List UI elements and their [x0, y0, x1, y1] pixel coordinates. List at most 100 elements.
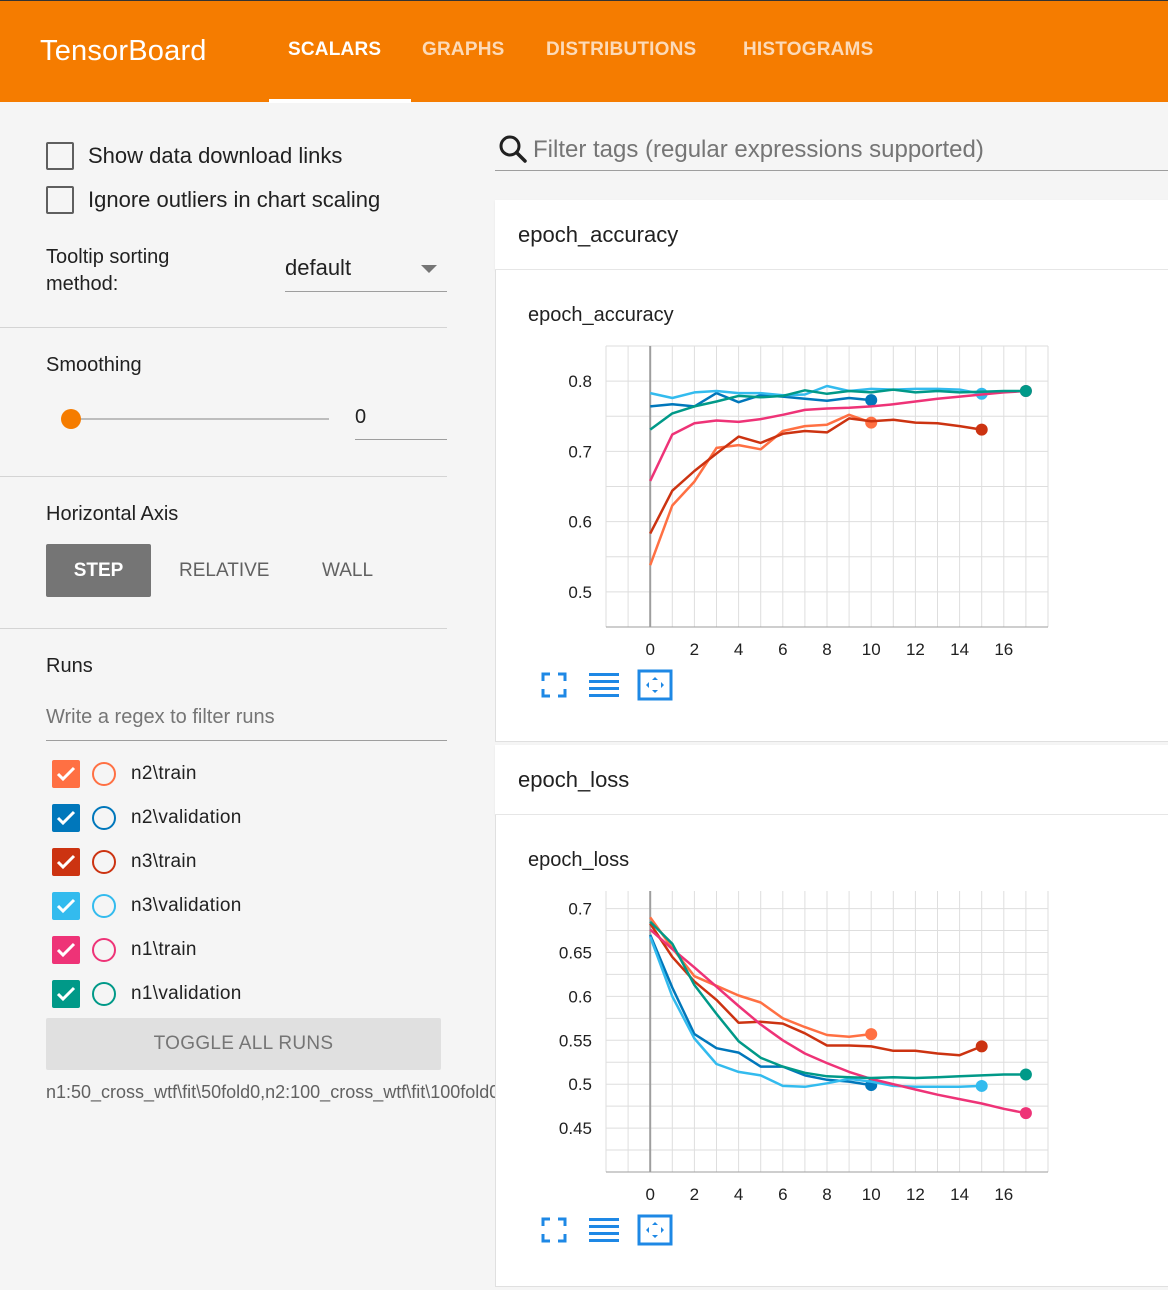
run-color-circle[interactable]: [92, 850, 116, 874]
x-tick-label: 6: [778, 1185, 787, 1204]
series-line: [649, 916, 872, 1039]
run-color-circle[interactable]: [92, 806, 116, 830]
smoothing-label: Smoothing: [46, 354, 142, 376]
run-item[interactable]: n2\validation: [52, 804, 242, 832]
ignore-outliers-checkbox[interactable]: [46, 186, 74, 214]
run-item[interactable]: n3\validation: [52, 892, 242, 920]
y-tick-label: 0.55: [559, 1031, 592, 1050]
show-download-links-option[interactable]: Show data download links: [46, 142, 342, 170]
series-end-point: [975, 1040, 988, 1053]
run-item[interactable]: n3\train: [52, 848, 197, 876]
axis-step-button[interactable]: STEP: [46, 544, 151, 597]
x-tick-label: 0: [645, 1185, 654, 1204]
runs-filter-input[interactable]: Write a regex to filter runs: [46, 698, 447, 741]
search-icon: [499, 135, 527, 163]
tag-filter-input[interactable]: Filter tags (regular expressions support…: [533, 136, 984, 163]
toggle-log-scale-icon[interactable]: [588, 1216, 620, 1244]
divider: [0, 327, 447, 328]
app-brand: TensorBoard: [40, 35, 207, 67]
y-tick-label: 0.7: [568, 900, 592, 919]
x-tick-label: 8: [822, 1185, 831, 1204]
chart-card-epoch-loss: epoch_loss 0 2 4 6 8 10 12 14 16 0.45 0.5 0.55 0.6 0.…: [495, 815, 1168, 1287]
series-end-point: [975, 1079, 988, 1092]
run-item[interactable]: n1\validation: [52, 980, 242, 1008]
x-tick-label: 14: [950, 1185, 969, 1204]
series-line: [649, 388, 1026, 431]
x-tick-label: 12: [906, 640, 925, 659]
x-tick-label: 14: [950, 640, 969, 659]
run-color-circle[interactable]: [92, 894, 116, 918]
run-item[interactable]: n2\train: [52, 760, 197, 788]
runs-label: Runs: [46, 655, 93, 677]
run-checkbox[interactable]: [52, 892, 80, 920]
tab-graphs[interactable]: GRAPHS: [422, 39, 505, 60]
run-name: n3\train: [131, 851, 197, 872]
smoothing-slider-handle[interactable]: [61, 409, 81, 429]
tab-histograms[interactable]: HISTOGRAMS: [743, 39, 874, 60]
fit-domain-icon[interactable]: [637, 669, 673, 701]
chart-title: epoch_loss: [528, 849, 630, 871]
checkmark-icon: [56, 810, 76, 826]
divider: [0, 476, 447, 477]
checkmark-icon: [56, 766, 76, 782]
series-end-point: [865, 394, 878, 407]
run-item[interactable]: n1\train: [52, 936, 197, 964]
x-tick-label: 4: [734, 1185, 743, 1204]
fullscreen-icon[interactable]: [541, 672, 567, 698]
chevron-down-icon: [421, 265, 437, 273]
run-checkbox[interactable]: [52, 804, 80, 832]
y-tick-label: 0.65: [559, 943, 592, 962]
x-tick-label: 2: [690, 1185, 699, 1204]
show-download-links-label: Show data download links: [88, 143, 343, 168]
x-tick-label: 16: [994, 1185, 1013, 1204]
run-color-circle[interactable]: [92, 982, 116, 1006]
tooltip-sorting-value: default: [285, 255, 352, 280]
smoothing-slider-track[interactable]: [71, 418, 329, 420]
accuracy-chart[interactable]: 0 2 4 6 8 10 12 14 16 0.5 0.6 0.7 0.8: [496, 270, 1168, 742]
run-name: n1\validation: [131, 983, 242, 1004]
run-name: n3\validation: [131, 895, 242, 916]
chart-title: epoch_accuracy: [528, 304, 674, 326]
run-name: n1\train: [131, 939, 197, 960]
series-end-point: [1019, 384, 1032, 397]
card-header-epoch-loss[interactable]: epoch_loss: [495, 745, 1168, 815]
active-tab-indicator: [269, 99, 411, 103]
card-header-title: epoch_accuracy: [518, 222, 679, 247]
run-checkbox[interactable]: [52, 980, 80, 1008]
toggle-all-runs-button[interactable]: TOGGLE ALL RUNS: [46, 1018, 441, 1070]
loss-chart[interactable]: 0 2 4 6 8 10 12 14 16 0.45 0.5 0.55 0.6 0.65 0.7: [496, 815, 1168, 1287]
series-line: [649, 413, 872, 566]
ignore-outliers-option[interactable]: Ignore outliers in chart scaling: [46, 186, 380, 214]
y-tick-label: 0.8: [568, 372, 592, 391]
run-color-circle[interactable]: [92, 938, 116, 962]
fit-domain-icon[interactable]: [637, 1214, 673, 1246]
show-download-links-checkbox[interactable]: [46, 142, 74, 170]
axis-wall-button[interactable]: WALL: [322, 560, 374, 581]
tab-distributions[interactable]: DISTRIBUTIONS: [546, 39, 697, 60]
series-end-point: [865, 1028, 878, 1041]
y-tick-label: 0.6: [568, 513, 592, 532]
ignore-outliers-label: Ignore outliers in chart scaling: [88, 187, 381, 212]
series-line: [649, 934, 872, 1087]
run-checkbox[interactable]: [52, 848, 80, 876]
run-color-circle[interactable]: [92, 762, 116, 786]
checkmark-icon: [56, 986, 76, 1002]
horizontal-axis-label: Horizontal Axis: [46, 503, 179, 525]
toggle-log-scale-icon[interactable]: [588, 671, 620, 699]
run-checkbox[interactable]: [52, 760, 80, 788]
smoothing-input[interactable]: 0: [355, 402, 447, 440]
y-tick-label: 0.5: [568, 1075, 592, 1094]
top-bar: TensorBoard SCALARS GRAPHS DISTRIBUTIONS…: [0, 0, 1168, 103]
tag-filter-underline: [495, 170, 1168, 171]
axis-relative-button[interactable]: RELATIVE: [179, 560, 270, 581]
card-header-epoch-accuracy[interactable]: epoch_accuracy: [495, 200, 1168, 270]
series-line: [649, 417, 982, 535]
x-tick-label: 0: [645, 640, 654, 659]
series-line: [649, 920, 1026, 1080]
x-tick-label: 10: [862, 640, 881, 659]
fullscreen-icon[interactable]: [541, 1217, 567, 1243]
series-line: [650, 391, 872, 408]
run-checkbox[interactable]: [52, 936, 80, 964]
tab-scalars[interactable]: SCALARS: [288, 39, 382, 60]
tooltip-sorting-select[interactable]: default: [285, 250, 447, 292]
